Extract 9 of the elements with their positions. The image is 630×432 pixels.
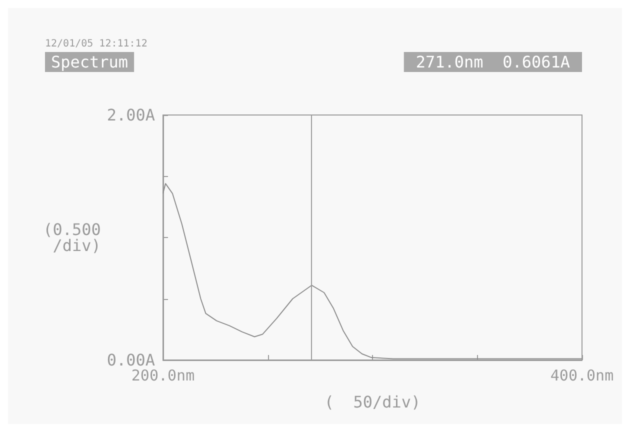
y-tick-label: 2.00A [106,106,156,124]
y-axis-title: (0.500 /div) [43,220,101,255]
text: 271.0nm 0.6061A [416,52,570,72]
x-tick-label: 200.0nm [131,366,195,384]
chart-title: Spectrum [51,52,128,72]
x-tick-label: 400.0nm [550,366,614,384]
y-tick-label: 0.00A [106,350,156,370]
x-axis-title: ( 50/div) [324,392,421,412]
text: 12/01/05 12:11:12 [45,38,148,50]
